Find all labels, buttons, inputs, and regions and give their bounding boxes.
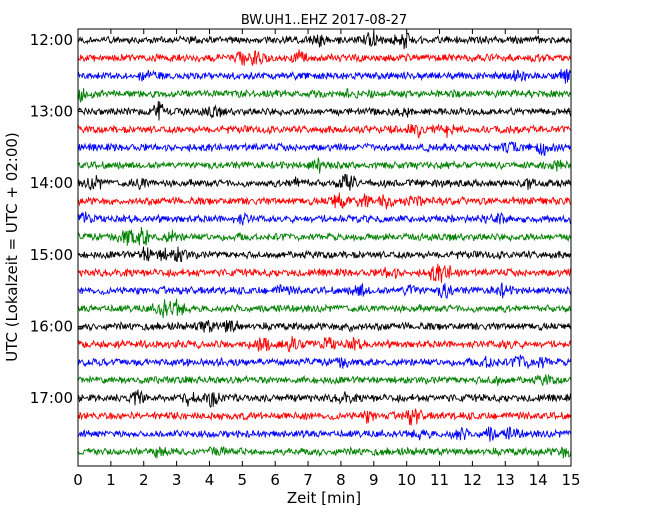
x-tick-label: 8 (336, 471, 346, 489)
trace-1730 (77, 426, 572, 442)
seismic-traces (77, 31, 572, 459)
x-tick-label: 1 (106, 471, 116, 489)
x-tick-label: 15 (561, 471, 580, 489)
x-tick-label: 12 (463, 471, 482, 489)
trace-1430 (77, 211, 572, 226)
x-tick-label: 7 (303, 471, 313, 489)
trace-1215 (77, 49, 572, 67)
y-tick-label: 17:00 (30, 389, 73, 407)
x-tick-label: 14 (529, 471, 548, 489)
x-tick-label: 0 (73, 471, 83, 489)
trace-1445 (77, 226, 572, 246)
y-tick-label: 15:00 (30, 246, 73, 264)
x-tick-label: 5 (238, 471, 248, 489)
trace-1700 (77, 389, 572, 408)
x-tick-label: 6 (270, 471, 280, 489)
chart-title: BW.UH1..EHZ 2017-08-27 (241, 13, 407, 28)
x-tick-label: 13 (496, 471, 515, 489)
y-tick-label: 14:00 (30, 174, 73, 192)
trace-1330 (77, 140, 572, 157)
trace-1615 (77, 336, 572, 353)
trace-1745 (77, 446, 572, 459)
trace-1515 (77, 263, 572, 283)
y-axis-label: UTC (Lokalzeit = UTC + 02:00) (3, 132, 21, 362)
x-tick-label: 2 (139, 471, 149, 489)
plot-frame (77, 28, 572, 467)
x-tick-label: 10 (397, 471, 416, 489)
trace-1500 (77, 246, 572, 263)
trace-1600 (77, 319, 572, 333)
y-axis-ticks: 12:00 13:00 14:00 15:00 16:00 17:00 (30, 31, 571, 407)
y-tick-label: 13:00 (30, 103, 73, 121)
x-tick-label: 9 (369, 471, 379, 489)
trace-1645 (77, 373, 572, 387)
trace-1345 (77, 157, 572, 174)
y-tick-label: 16:00 (30, 317, 73, 335)
x-tick-label: 4 (205, 471, 215, 489)
trace-1400 (77, 173, 572, 191)
y-tick-label: 12:00 (30, 31, 73, 49)
trace-1545 (77, 298, 572, 318)
x-tick-label: 11 (430, 471, 449, 489)
x-axis-label: Zeit [min] (287, 489, 361, 507)
trace-1200 (77, 31, 572, 50)
trace-1230 (77, 68, 572, 84)
trace-1415 (77, 192, 572, 210)
x-tick-label: 3 (172, 471, 182, 489)
x-axis-ticks: 0 1 2 3 4 5 6 7 8 9 10 11 12 13 14 15 (73, 29, 581, 489)
trace-1245 (77, 87, 572, 104)
trace-1630 (77, 354, 572, 369)
trace-1300 (77, 100, 572, 121)
trace-1315 (77, 123, 572, 139)
trace-1715 (77, 408, 572, 426)
trace-1530 (77, 282, 572, 299)
